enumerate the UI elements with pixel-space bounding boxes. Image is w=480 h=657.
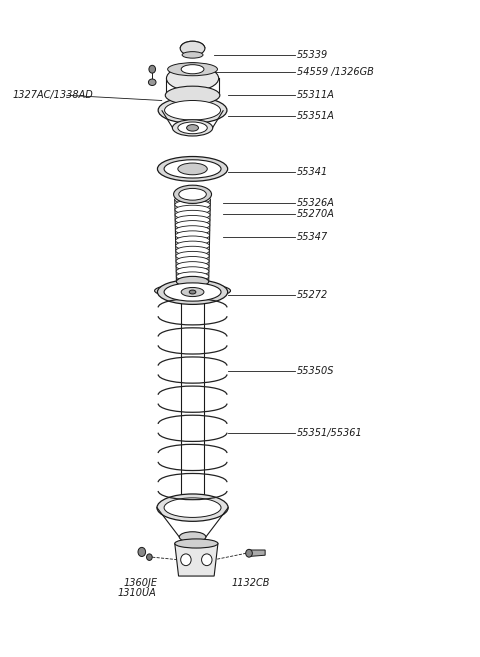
Ellipse shape: [138, 547, 145, 556]
Ellipse shape: [176, 241, 209, 250]
Ellipse shape: [178, 122, 207, 134]
Ellipse shape: [175, 200, 210, 209]
Text: 55272: 55272: [297, 290, 328, 300]
Ellipse shape: [167, 66, 219, 91]
Text: 1132CB: 1132CB: [232, 578, 270, 588]
Ellipse shape: [178, 163, 207, 175]
Ellipse shape: [176, 256, 209, 265]
Ellipse shape: [189, 290, 196, 294]
Ellipse shape: [182, 52, 203, 58]
Ellipse shape: [172, 120, 213, 136]
Text: 55351/55361: 55351/55361: [297, 428, 363, 438]
Ellipse shape: [246, 549, 252, 557]
Ellipse shape: [181, 293, 204, 302]
Ellipse shape: [177, 277, 209, 286]
Ellipse shape: [187, 125, 199, 131]
Ellipse shape: [164, 160, 221, 178]
Ellipse shape: [176, 267, 209, 276]
Ellipse shape: [181, 64, 204, 74]
Ellipse shape: [164, 283, 221, 301]
Ellipse shape: [175, 226, 210, 235]
Ellipse shape: [155, 284, 230, 298]
Ellipse shape: [179, 189, 206, 200]
Polygon shape: [175, 543, 218, 576]
Ellipse shape: [175, 539, 218, 548]
Ellipse shape: [149, 65, 156, 73]
Text: 54559 /1326GB: 54559 /1326GB: [297, 68, 374, 78]
Ellipse shape: [157, 156, 228, 181]
Ellipse shape: [158, 97, 227, 124]
Ellipse shape: [180, 41, 205, 56]
Text: 55351A: 55351A: [297, 111, 335, 121]
Ellipse shape: [175, 205, 210, 214]
Text: 55311A: 55311A: [297, 90, 335, 101]
Ellipse shape: [181, 288, 204, 296]
Ellipse shape: [175, 195, 210, 204]
Ellipse shape: [181, 507, 204, 515]
Text: 1360JE: 1360JE: [123, 578, 157, 588]
Text: 55350S: 55350S: [297, 366, 335, 376]
Ellipse shape: [165, 86, 220, 104]
Ellipse shape: [175, 215, 210, 225]
Text: 55339: 55339: [297, 50, 328, 60]
Ellipse shape: [179, 532, 206, 542]
Ellipse shape: [157, 280, 228, 304]
Ellipse shape: [184, 62, 201, 73]
Ellipse shape: [177, 277, 209, 287]
Text: 55326A: 55326A: [297, 198, 335, 208]
Text: 55270A: 55270A: [297, 210, 335, 219]
Ellipse shape: [202, 554, 212, 566]
Text: 1310UA: 1310UA: [118, 589, 156, 599]
Ellipse shape: [175, 210, 210, 219]
Text: 1327AC/1338AD: 1327AC/1338AD: [12, 90, 93, 101]
Ellipse shape: [176, 231, 210, 240]
Ellipse shape: [176, 246, 209, 256]
Text: 55341: 55341: [297, 167, 328, 177]
Ellipse shape: [175, 221, 210, 230]
Text: 55347: 55347: [297, 233, 328, 242]
Ellipse shape: [160, 497, 225, 510]
Ellipse shape: [165, 101, 220, 120]
Ellipse shape: [176, 236, 209, 245]
Ellipse shape: [157, 494, 228, 521]
Ellipse shape: [176, 261, 209, 271]
Ellipse shape: [164, 498, 221, 518]
Ellipse shape: [188, 534, 197, 539]
Ellipse shape: [174, 185, 212, 204]
Ellipse shape: [180, 554, 191, 566]
Ellipse shape: [176, 272, 209, 281]
Polygon shape: [249, 550, 265, 556]
Ellipse shape: [146, 554, 152, 560]
Ellipse shape: [148, 79, 156, 85]
Ellipse shape: [168, 62, 217, 76]
Ellipse shape: [176, 252, 209, 261]
Ellipse shape: [187, 65, 198, 71]
